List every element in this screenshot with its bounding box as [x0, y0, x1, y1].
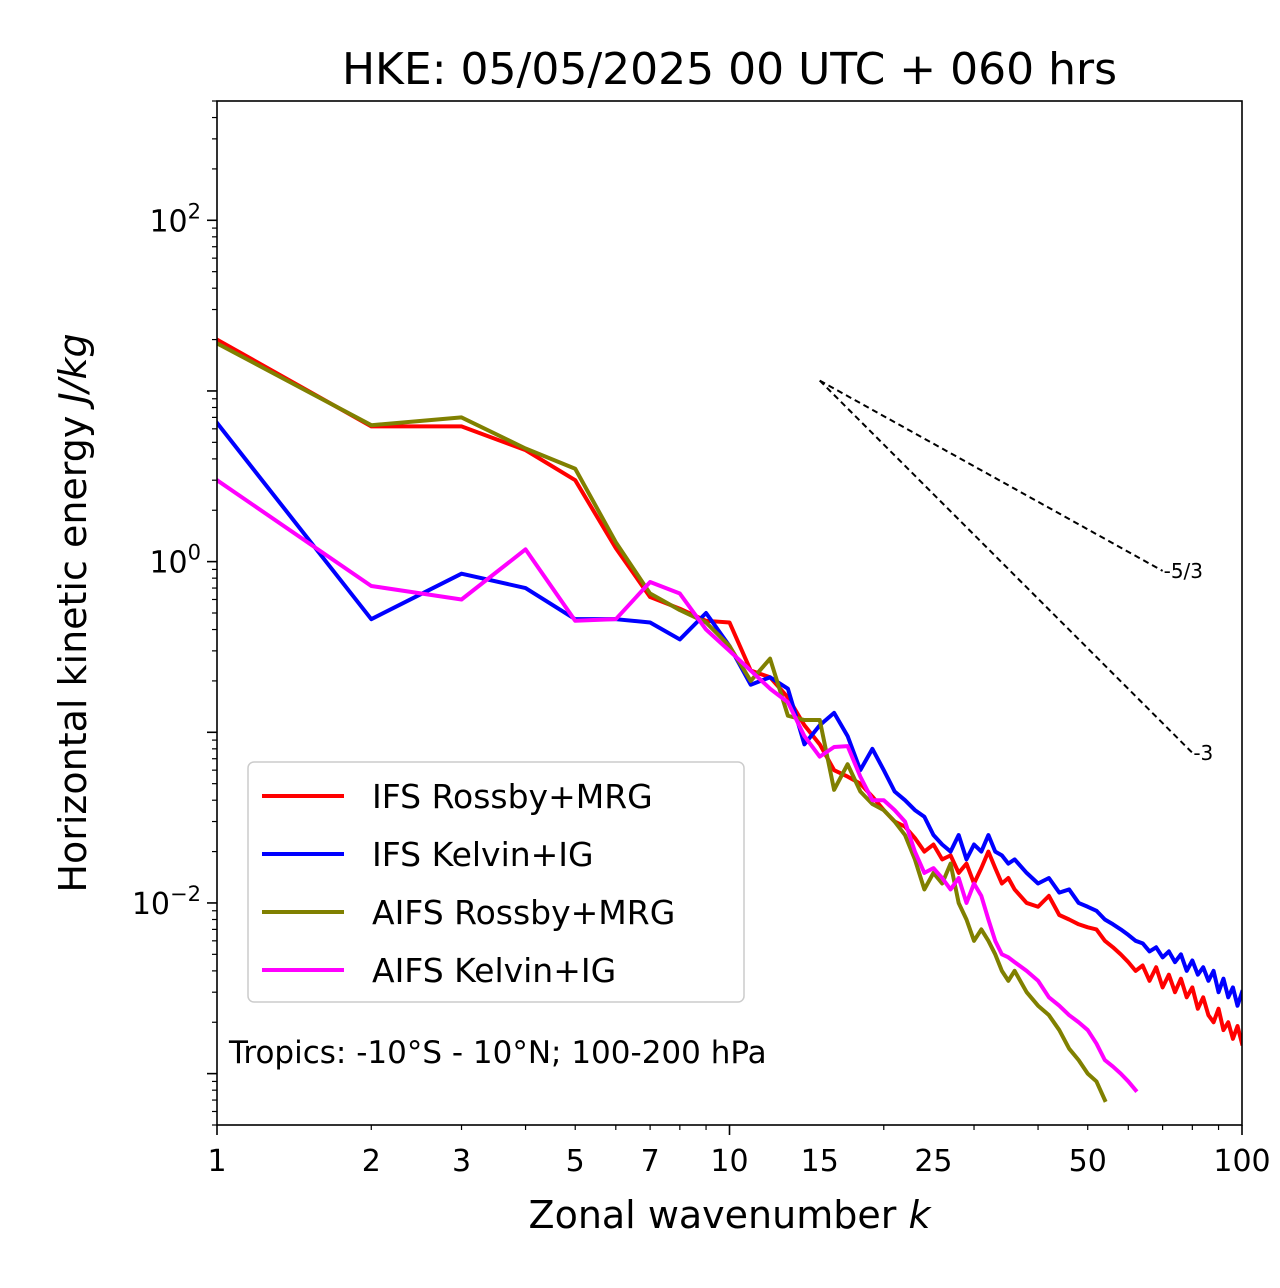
x-tick-label: 7 [641, 1144, 660, 1179]
x-tick-label: 15 [801, 1144, 839, 1179]
legend-label-ifs-rossby-mrg: IFS Rossby+MRG [372, 777, 653, 816]
x-tick-label: 100 [1213, 1144, 1270, 1179]
x-tick-label: 1 [207, 1144, 226, 1179]
reference-slope-label: -3 [1193, 741, 1213, 765]
x-tick-label: 25 [914, 1144, 952, 1179]
series-line-ifs-kelvin-ig [217, 420, 1242, 1008]
legend-label-ifs-kelvin-ig: IFS Kelvin+IG [372, 835, 594, 874]
legend-label-aifs-kelvin-ig: AIFS Kelvin+IG [372, 951, 616, 990]
reference-slope-line [819, 379, 1164, 572]
x-axis-ticks: 1 2 3 5 7 10 15 25 50 100 [207, 1125, 1271, 1179]
x-tick-label: 3 [452, 1144, 471, 1179]
x-tick-label: 50 [1069, 1144, 1107, 1179]
legend-label-aifs-rossby-mrg: AIFS Rossby+MRG [372, 893, 675, 932]
y-tick-label: 10−2 [132, 882, 201, 922]
x-tick-label: 5 [566, 1144, 585, 1179]
reference-slopes: -5/3 -3 [819, 379, 1213, 765]
chart-title: HKE: 05/05/2025 00 UTC + 060 hrs [342, 44, 1117, 95]
x-tick-label: 2 [362, 1144, 381, 1179]
y-axis-ticks: 10−2 100 102 [132, 100, 217, 1126]
x-tick-label: 10 [710, 1144, 748, 1179]
x-axis-label: Zonal wavenumber k [529, 1193, 933, 1237]
reference-slope-line [819, 379, 1194, 754]
region-annotation: Tropics: -10°S - 10°N; 100-200 hPa [228, 1035, 767, 1071]
reference-slope-label: -5/3 [1164, 559, 1203, 583]
y-axis-label: Horizontal kinetic energy J/kg [51, 333, 95, 892]
series-line-aifs-rossby-mrg [217, 341, 1108, 1103]
y-tick-label: 100 [149, 541, 201, 581]
legend-box [247, 761, 745, 1003]
series-line-aifs-kelvin-ig [217, 477, 1139, 1093]
y-tick-label: 102 [149, 199, 201, 239]
legend: IFS Rossby+MRG IFS Kelvin+IG AIFS Rossby+M… [247, 761, 745, 1003]
series-lines [217, 337, 1242, 1103]
